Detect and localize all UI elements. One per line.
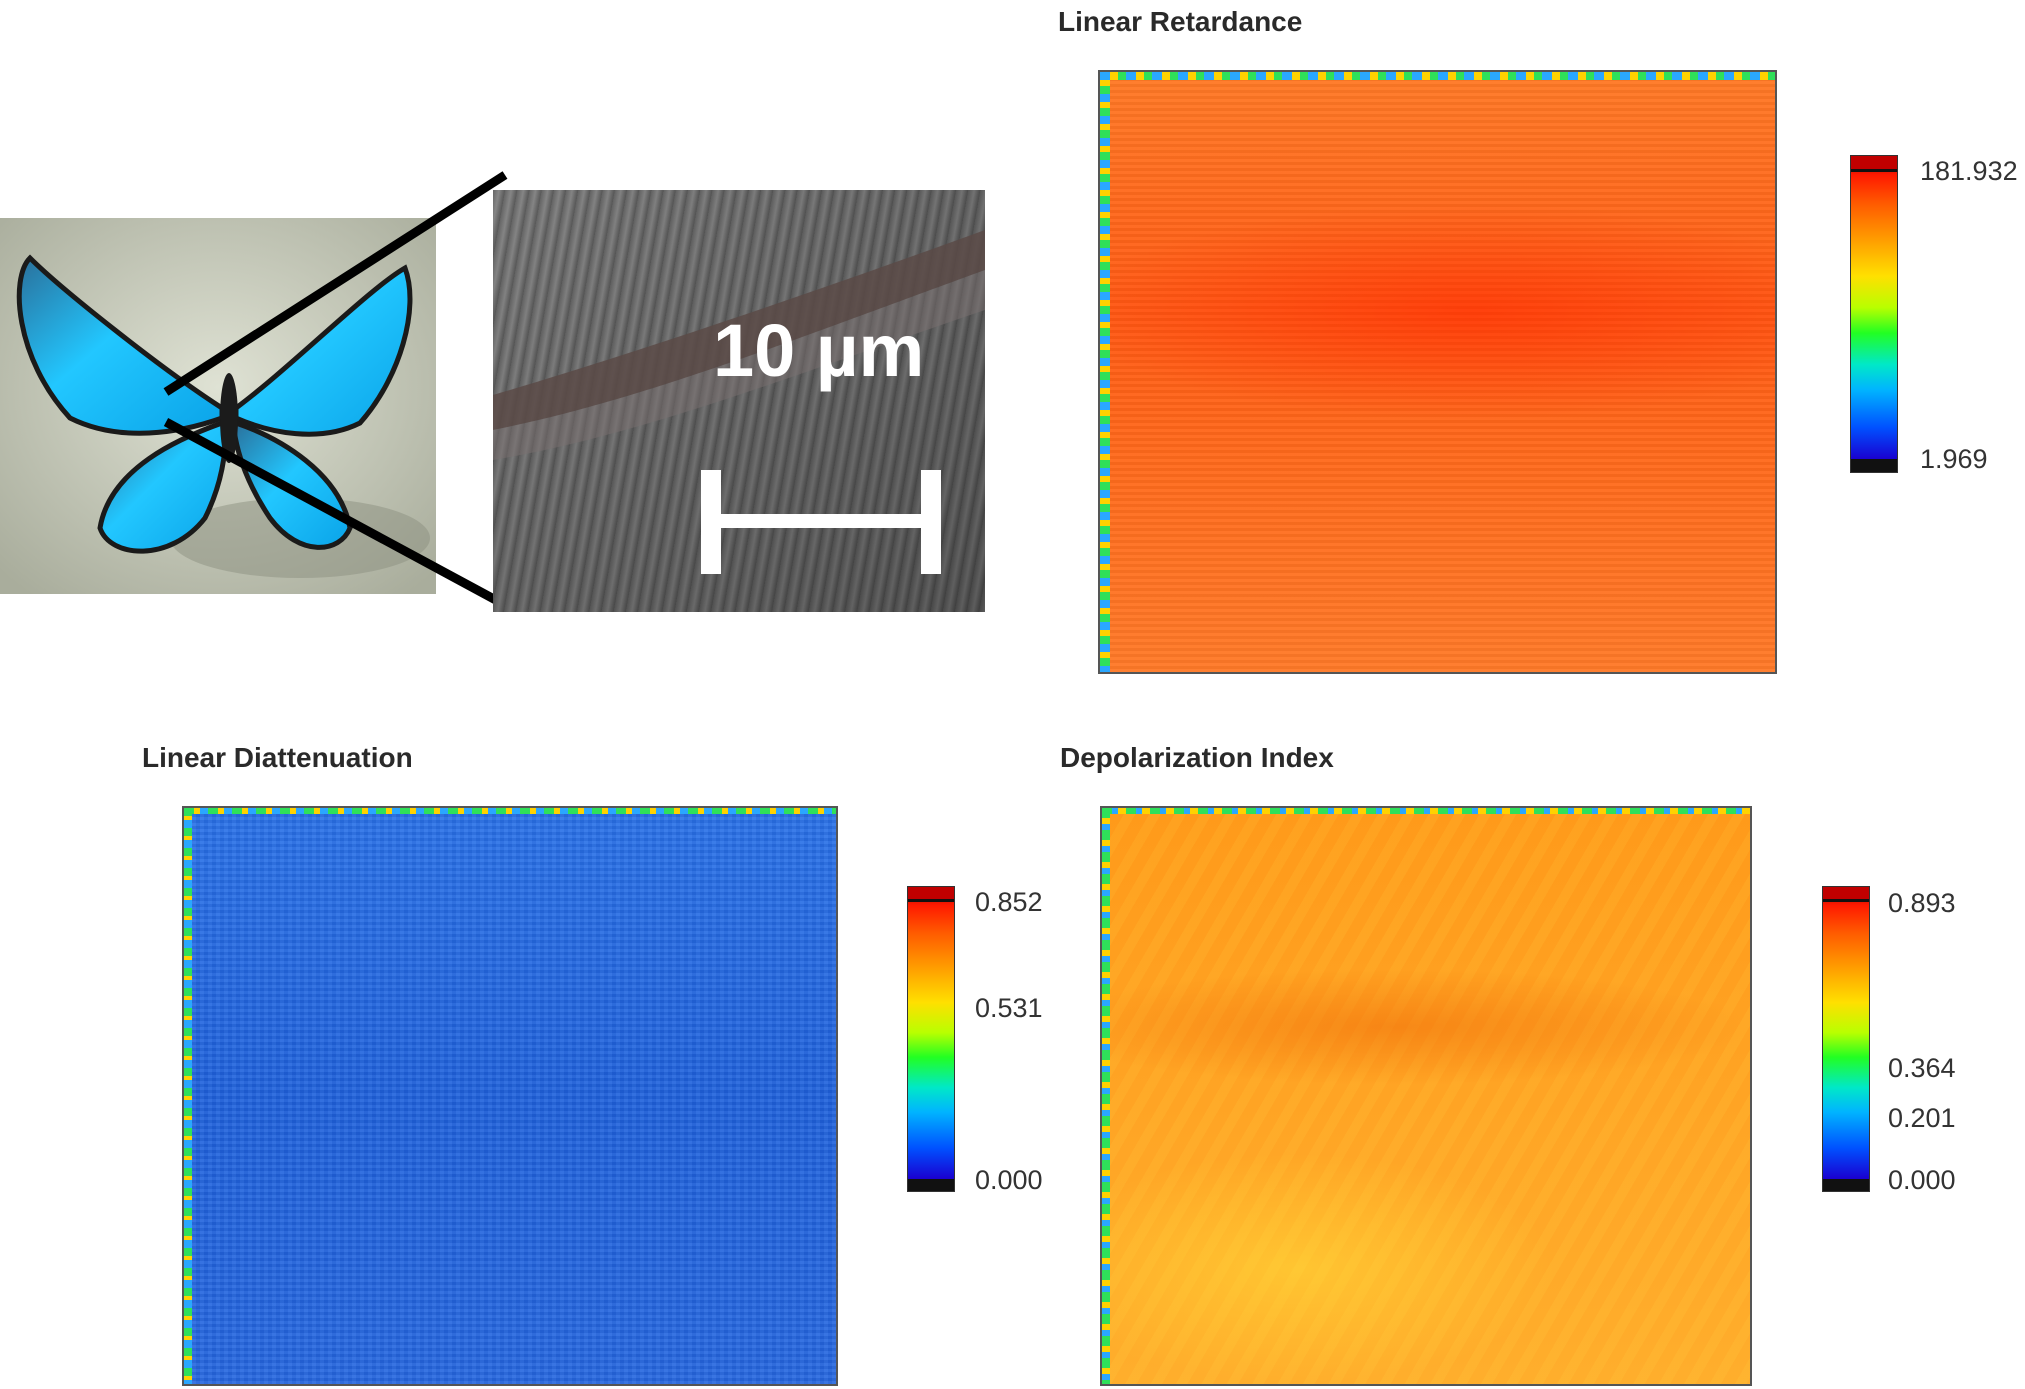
diattenuation-colorbar-mid: 0.531 xyxy=(975,993,1043,1023)
depolarization-colorbar xyxy=(1822,886,1870,1192)
depolarization-colorbar-tick-2: 0.364 xyxy=(1888,1053,1956,1083)
retardance-map xyxy=(1098,70,1777,674)
diattenuation-colorbar-max: 0.852 xyxy=(975,887,1043,917)
retardance-title: Linear Retardance xyxy=(1058,6,1303,37)
retardance-colorbar xyxy=(1850,155,1898,473)
depolarization-map xyxy=(1100,806,1752,1386)
depolarization-colorbar-tick-3: 0.201 xyxy=(1888,1103,1956,1133)
depolarization-colorbar-max: 0.893 xyxy=(1888,888,1956,918)
diattenuation-colorbar xyxy=(907,886,955,1192)
retardance-colorbar-min: 1.969 xyxy=(1920,444,1988,474)
retardance-colorbar-max: 181.932 xyxy=(1920,156,2018,186)
depolarization-title: Depolarization Index xyxy=(1060,742,1334,773)
depolarization-colorbar-min: 0.000 xyxy=(1888,1165,1956,1195)
butterfly-photo xyxy=(0,218,436,594)
diattenuation-map xyxy=(182,806,838,1386)
diattenuation-colorbar-min: 0.000 xyxy=(975,1165,1043,1195)
diattenuation-title: Linear Diattenuation xyxy=(142,742,413,773)
scale-bar-label: 10 µm xyxy=(713,309,925,392)
zoom-lines xyxy=(163,171,508,609)
microscope-image: 10 µm xyxy=(493,190,985,612)
scale-bar xyxy=(701,470,941,574)
